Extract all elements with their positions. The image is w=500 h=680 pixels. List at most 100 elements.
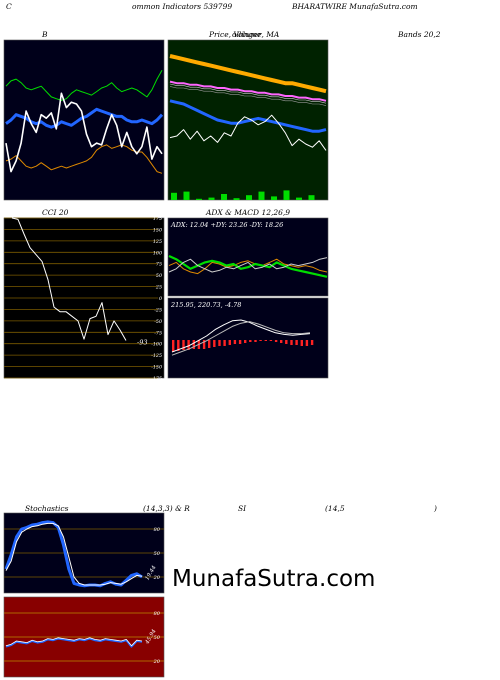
bollinger-price-line bbox=[5, 92, 163, 173]
stoch-tick-label: 50 bbox=[154, 551, 161, 557]
bollinger-middle-line bbox=[5, 107, 164, 129]
macd-histogram-bar bbox=[228, 340, 231, 345]
macd-histogram-bar bbox=[238, 340, 242, 344]
cci-tick-label: -175 bbox=[151, 376, 162, 382]
stoch-tick-label: 80 bbox=[154, 527, 161, 533]
volume-bar bbox=[271, 196, 277, 200]
adx-adx-line bbox=[168, 258, 328, 275]
price-ma_mid-line bbox=[169, 80, 327, 102]
rsi-params: (14,5 bbox=[325, 504, 345, 513]
adx-panel bbox=[167, 217, 329, 297]
rsi-close: ) bbox=[434, 504, 437, 513]
volume-bar bbox=[296, 197, 302, 200]
volume-bar bbox=[221, 194, 227, 200]
macd-histogram-bar bbox=[310, 340, 314, 345]
stoch-label: Stochastics bbox=[25, 504, 69, 513]
macd-line bbox=[171, 319, 311, 353]
cci-tick-label: -150 bbox=[151, 365, 162, 371]
header-indicators: ommon Indicators 539799 bbox=[132, 2, 233, 11]
cci-tick-label: -50 bbox=[154, 319, 162, 325]
price-ma_long-line bbox=[169, 54, 327, 94]
cci-tick-label: 175 bbox=[153, 216, 162, 222]
macd-histogram-bar bbox=[218, 340, 221, 346]
macd-histogram-bar bbox=[202, 340, 206, 349]
volume-bar bbox=[283, 190, 290, 200]
price-panel-overlap: ollinger bbox=[232, 30, 262, 39]
stoch-k-line bbox=[4, 520, 143, 588]
macd-histogram-bar bbox=[264, 340, 267, 341]
macd-histogram-bar bbox=[192, 340, 195, 349]
adx-plus_di-line bbox=[168, 254, 328, 278]
cci-tick-label: 100 bbox=[153, 250, 162, 256]
bands-label: Bands 20,2 bbox=[398, 30, 441, 39]
bollinger-label: B bbox=[42, 30, 48, 39]
stoch-params: (14,3,3) & R bbox=[143, 504, 190, 513]
cci-current-label: -93 bbox=[137, 339, 147, 347]
cci-label: CCI 20 bbox=[42, 208, 69, 217]
macd-histogram-bar bbox=[244, 340, 247, 343]
macd-histogram-bar bbox=[295, 340, 298, 345]
volume-bar bbox=[233, 198, 240, 200]
macd-histogram-bar bbox=[182, 340, 185, 350]
macd-histogram-bar bbox=[187, 340, 190, 350]
macd-histogram-bar bbox=[290, 340, 293, 345]
price-price-line bbox=[169, 114, 327, 151]
rsi-line-shadow bbox=[5, 637, 143, 647]
price-ma_short-line bbox=[169, 99, 327, 133]
cci-tick-label: 125 bbox=[153, 239, 162, 245]
volume-bar bbox=[208, 197, 215, 200]
macd-histogram-bar bbox=[177, 340, 180, 351]
watermark: MunafaSutra.com bbox=[172, 566, 376, 592]
macd-histogram-bar bbox=[259, 340, 262, 341]
cci-tick-label: 50 bbox=[156, 273, 162, 279]
volume-bar bbox=[196, 198, 202, 200]
macd-signal-line bbox=[171, 321, 311, 356]
macd-histogram-bar bbox=[285, 340, 288, 344]
macd-histogram-bar bbox=[280, 340, 283, 343]
volume-bar bbox=[258, 191, 265, 200]
cci-line bbox=[11, 217, 127, 341]
volume-bar bbox=[171, 192, 177, 200]
cci-tick-label: 150 bbox=[153, 227, 162, 233]
macd-histogram-bar bbox=[249, 340, 252, 342]
price-ma-thin2-line bbox=[169, 86, 327, 106]
volume-bar bbox=[183, 191, 190, 200]
macd-values-text: 215.95, 220.73, -4.78 bbox=[170, 301, 241, 309]
price-ma-thin-line bbox=[169, 83, 327, 104]
cci-tick-label: -25 bbox=[154, 307, 162, 313]
bollinger-upper-line bbox=[5, 69, 163, 101]
header-c: C bbox=[6, 2, 12, 11]
macd-histogram-bar bbox=[305, 340, 309, 346]
rsi-tick-label: 20 bbox=[153, 659, 161, 665]
adx-macd-label: ADX & MACD 12,26,9 bbox=[206, 208, 291, 217]
rsi-tick-label: 50 bbox=[154, 635, 161, 641]
cci-tick-label: 75 bbox=[156, 262, 162, 268]
adx-values-text: ADX: 12.04 +DY: 23.26 -DY: 18.26 bbox=[170, 221, 283, 229]
macd-histogram-bar bbox=[300, 340, 303, 346]
adx-minus_di-line bbox=[168, 257, 328, 273]
header-symbol: BHARATWIRE MunafaSutra.com bbox=[292, 2, 418, 11]
macd-histogram-bar bbox=[208, 340, 211, 348]
cci-tick-label: -100 bbox=[151, 342, 162, 348]
rsi-label: SI bbox=[238, 504, 247, 513]
macd-histogram-bar bbox=[254, 340, 257, 342]
volume-bar bbox=[308, 195, 315, 200]
macd-histogram-bar bbox=[269, 340, 273, 341]
macd-panel bbox=[167, 297, 329, 379]
cci-tick-label: -125 bbox=[151, 353, 162, 359]
rsi-line bbox=[5, 637, 143, 648]
macd-histogram-bar bbox=[233, 340, 237, 344]
macd-histogram-bar bbox=[274, 340, 278, 342]
cci-tick-label: 25 bbox=[155, 285, 162, 291]
cci-tick-label: 0 bbox=[159, 296, 162, 302]
cci-tick-label: -75 bbox=[154, 330, 162, 336]
stoch-tick-label: 20 bbox=[153, 575, 161, 581]
rsi-tick-label: 80 bbox=[154, 611, 161, 617]
volume-bar bbox=[246, 195, 252, 200]
price-panel-title: Price, Volume, MA bbox=[209, 30, 280, 39]
macd-histogram-bar bbox=[213, 340, 216, 347]
macd-histogram-bar bbox=[172, 340, 175, 352]
stoch-d-line bbox=[5, 522, 143, 586]
macd-histogram-bar bbox=[223, 340, 226, 346]
